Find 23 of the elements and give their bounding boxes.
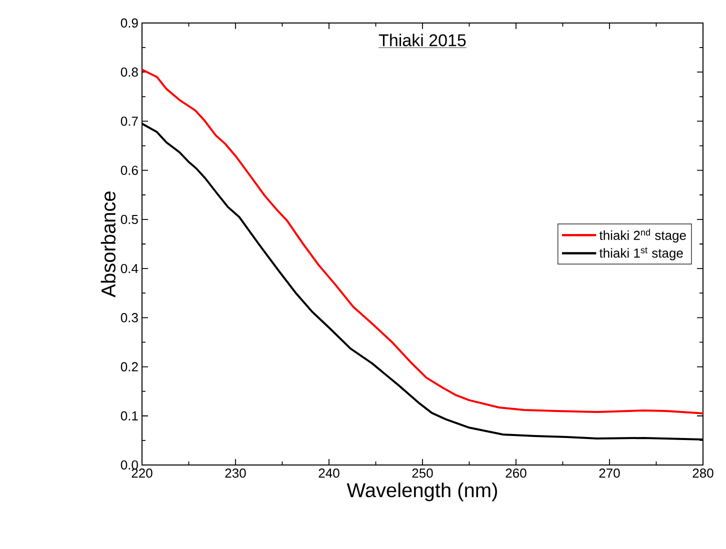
legend-label: thiaki 1$^{st}$ stage <box>599 247 683 260</box>
y-tick-label: 0.6 <box>120 166 138 175</box>
x-tick-label: 230 <box>225 468 246 478</box>
x-tick-label: 250 <box>412 468 433 478</box>
legend-label: thiaki 2$^{nd}$ stage <box>599 228 686 243</box>
y-tick-label: 0.4 <box>120 264 138 274</box>
x-tick-label: 260 <box>506 468 526 478</box>
y-tick-label: 0.2 <box>120 362 138 372</box>
y-tick-label: 0.5 <box>120 214 138 224</box>
y-tick-label: 0.0 <box>120 460 138 470</box>
line-series <box>142 68 703 414</box>
x-tick-label: 270 <box>599 468 620 478</box>
y-tick-label: 0.1 <box>120 411 138 420</box>
y-axis-title: Absorbance <box>100 192 116 298</box>
y-tick-label: 0.3 <box>120 313 138 322</box>
x-tick-label: 220 <box>132 468 152 478</box>
x-tick-label: 280 <box>692 468 714 478</box>
y-tick-label: 0.7 <box>120 116 138 126</box>
x-tick-label: 240 <box>318 468 340 478</box>
y-tick-label: 0.9 <box>120 18 138 28</box>
text: Thiaki 2015 <box>378 34 466 46</box>
x-axis-title: Wavelength (nm) <box>346 482 497 502</box>
y-tick-label: 0.8 <box>120 68 138 77</box>
